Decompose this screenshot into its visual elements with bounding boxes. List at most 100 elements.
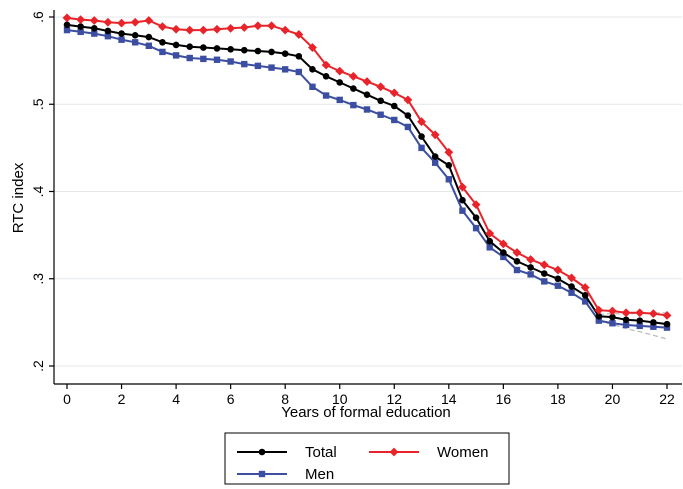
point-women-12	[226, 23, 236, 33]
point-women-28	[444, 147, 454, 157]
x-tick-label-1: 2	[118, 391, 126, 407]
point-total-19	[322, 73, 330, 80]
point-total-13	[240, 46, 248, 54]
point-men-43	[650, 323, 657, 330]
series-men	[63, 26, 671, 331]
point-men-24	[391, 116, 398, 124]
point-men-19	[322, 92, 330, 99]
axes	[53, 10, 682, 385]
point-women-31	[485, 228, 495, 238]
point-women-18	[308, 43, 317, 52]
point-men-22	[363, 106, 371, 113]
point-total-15	[268, 48, 275, 56]
point-women-8	[171, 24, 181, 34]
point-women-13	[239, 23, 249, 32]
point-men-44	[663, 324, 671, 331]
point-women-2	[89, 16, 99, 25]
point-women-33	[512, 248, 522, 257]
point-total-43	[650, 319, 657, 326]
point-women-6	[144, 16, 154, 25]
point-women-25	[403, 95, 413, 105]
point-women-30	[471, 200, 481, 209]
point-men-5	[131, 39, 139, 46]
point-women-3	[103, 17, 113, 27]
legend-marker-men	[258, 470, 266, 478]
point-total-0	[63, 21, 71, 29]
point-total-11	[213, 45, 221, 52]
x-tick-label-9: 18	[550, 391, 566, 407]
point-total-30	[472, 214, 480, 221]
point-men-36	[554, 282, 562, 289]
point-men-10	[200, 55, 207, 63]
point-women-22	[362, 77, 372, 86]
point-women-4	[117, 18, 126, 28]
point-women-20	[335, 66, 345, 76]
x-tick-label-4: 8	[281, 391, 289, 407]
point-total-7	[159, 39, 166, 46]
legend-label-total: Total	[305, 444, 337, 461]
point-total-25	[404, 112, 412, 119]
point-men-35	[541, 278, 548, 285]
gridlines	[54, 16, 682, 367]
x-tick-label-8: 16	[496, 391, 512, 407]
legend-item-women: Women	[369, 444, 488, 461]
point-total-40	[609, 313, 616, 321]
y-axis-ticks: .2 .3 .4 .5 .6	[30, 11, 54, 372]
point-men-9	[186, 54, 193, 62]
point-women-17	[294, 30, 304, 39]
point-men-12	[227, 58, 234, 65]
point-total-36	[554, 275, 562, 283]
y-tick-label-2: .4	[30, 185, 46, 197]
point-women-44	[662, 310, 672, 320]
point-total-2	[90, 25, 98, 32]
series-lines	[62, 13, 672, 331]
point-women-42	[635, 308, 645, 318]
x-tick-label-0: 0	[63, 391, 71, 407]
point-women-7	[158, 22, 167, 31]
point-total-33	[513, 258, 521, 265]
point-men-23	[377, 111, 384, 118]
point-total-41	[622, 316, 630, 324]
point-women-15	[267, 21, 276, 31]
point-women-43	[648, 309, 658, 319]
point-men-21	[350, 101, 357, 109]
point-men-17	[295, 68, 303, 76]
point-men-8	[172, 52, 180, 59]
point-total-39	[595, 312, 603, 320]
point-men-31	[486, 244, 493, 251]
point-total-37	[568, 283, 575, 290]
point-women-5	[130, 17, 140, 27]
point-men-30	[472, 224, 480, 232]
point-total-21	[350, 85, 357, 92]
point-women-10	[198, 25, 208, 35]
point-men-41	[622, 321, 630, 329]
x-tick-label-7: 14	[441, 391, 457, 407]
point-total-29	[459, 196, 466, 204]
point-total-5	[131, 32, 139, 39]
y-tick-label-3: .5	[30, 98, 46, 110]
point-men-18	[309, 83, 316, 90]
point-total-35	[540, 270, 548, 277]
point-men-2	[91, 30, 98, 37]
x-tick-label-11: 22	[659, 391, 675, 407]
point-men-34	[527, 271, 534, 278]
point-men-28	[445, 176, 453, 183]
point-women-36	[553, 265, 563, 275]
point-total-17	[295, 52, 303, 60]
x-axis-title: Years of formal education	[281, 404, 451, 421]
point-total-16	[281, 50, 289, 57]
point-total-4	[118, 30, 125, 37]
point-women-34	[526, 255, 536, 264]
x-tick-label-2: 4	[172, 391, 180, 407]
point-women-11	[212, 24, 222, 34]
point-total-26	[418, 133, 425, 140]
legend-marker-women	[389, 447, 399, 457]
point-women-19	[321, 60, 331, 70]
point-total-10	[200, 44, 207, 51]
point-total-12	[227, 45, 234, 53]
point-total-28	[445, 162, 453, 169]
x-tick-label-3: 6	[227, 391, 235, 407]
point-total-42	[636, 317, 644, 324]
point-men-14	[254, 62, 262, 70]
series-total	[63, 21, 671, 328]
